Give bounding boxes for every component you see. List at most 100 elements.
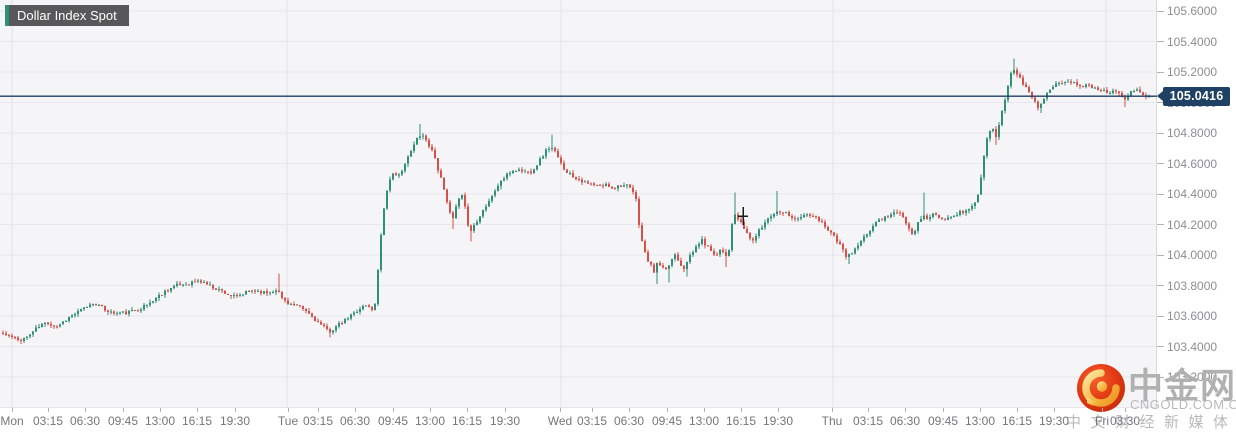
candle-body [194, 281, 196, 283]
candle-body [773, 214, 775, 217]
candle-wick [776, 190, 778, 217]
candle-wick [194, 278, 196, 283]
candle-body [968, 209, 970, 211]
candle-body [1058, 82, 1060, 84]
candle-body [776, 211, 778, 215]
candle-body [419, 136, 421, 139]
candle-body [191, 281, 193, 285]
candle-body [914, 230, 916, 234]
candle-body [1052, 86, 1054, 90]
candle-body [29, 334, 31, 337]
candle-wick [137, 309, 139, 312]
candle-body [929, 216, 931, 219]
candle-body [311, 313, 313, 317]
time-axis-tick [629, 408, 630, 412]
candle-body [917, 221, 919, 231]
time-axis-tick [355, 408, 356, 412]
candle-body [506, 173, 508, 179]
time-tick-label: Mon [0, 414, 24, 428]
candle-body [359, 308, 361, 313]
candle-body [263, 290, 265, 294]
candle-body [986, 138, 988, 156]
candle-body [806, 214, 808, 216]
candlestick-canvas[interactable] [0, 0, 1157, 408]
candle-body [140, 309, 142, 311]
candle-body [425, 135, 427, 141]
candle-wick [239, 292, 241, 297]
candle-body [302, 306, 304, 310]
candle-body [983, 155, 985, 178]
candle-body [1022, 77, 1024, 85]
candle-body [407, 156, 409, 164]
candle-body [59, 324, 61, 327]
candle-body [149, 302, 151, 305]
candle-body [1049, 89, 1051, 94]
candle-body [32, 331, 34, 335]
candle-body [389, 179, 391, 191]
candle-body [533, 169, 535, 173]
price-tick-label: 103.6000 [1167, 309, 1218, 323]
candle-body [764, 222, 766, 228]
candle-body [593, 183, 595, 185]
candle-body [530, 171, 532, 173]
candle-body [1079, 85, 1081, 87]
candle-body [644, 240, 646, 252]
candle-body [104, 306, 106, 311]
time-tick-label: 13:00 [964, 414, 996, 428]
time-tick-label: 03:30 [1109, 414, 1141, 428]
time-axis-tick [85, 408, 86, 412]
candle-body [734, 214, 736, 224]
candle-body [1118, 91, 1120, 94]
candle-wick [329, 327, 331, 338]
candle-body [167, 290, 169, 292]
candle-body [602, 185, 604, 187]
time-axis-tick [235, 408, 236, 412]
candle-body [446, 189, 448, 203]
candle-body [548, 149, 550, 151]
candle-body [1100, 89, 1102, 91]
candle-body [980, 177, 982, 195]
candle-body [893, 212, 895, 215]
price-tick-label: 104.8000 [1167, 126, 1218, 140]
candle-wick [356, 309, 358, 313]
candle-body [974, 202, 976, 206]
candle-body [260, 291, 262, 294]
candle-body [689, 255, 691, 263]
chart-plot-area[interactable] [0, 0, 1157, 408]
time-axis-tick [905, 408, 906, 412]
candle-body [1082, 85, 1084, 87]
candle-wick [668, 265, 670, 283]
candle-body [740, 219, 742, 222]
candle-wick [209, 281, 211, 285]
candle-body [221, 289, 223, 291]
candle-wick [419, 123, 421, 140]
candle-body [794, 218, 796, 220]
candle-body [677, 254, 679, 261]
candle-wick [1067, 78, 1069, 83]
candle-body [656, 262, 658, 273]
price-axis-tick [1157, 102, 1164, 103]
time-tick-label: Wed [547, 414, 573, 428]
candle-wick [1118, 90, 1120, 96]
candle-body [623, 185, 625, 187]
candle-body [293, 303, 295, 305]
time-tick-label: 16:15 [181, 414, 213, 428]
candle-body [728, 249, 730, 256]
candle-body [467, 206, 469, 226]
candle-body [575, 176, 577, 179]
candle-body [692, 252, 694, 256]
candle-body [275, 290, 277, 292]
candle-body [281, 292, 283, 299]
candle-wick [2, 330, 4, 335]
candle-body [470, 225, 472, 231]
candle-body [287, 300, 289, 304]
candle-body [503, 178, 505, 181]
candle-body [542, 156, 544, 159]
time-axis-tick [1017, 408, 1018, 412]
candle-body [854, 248, 856, 254]
candle-wick [1013, 58, 1015, 76]
candle-body [299, 304, 301, 307]
candle-body [251, 290, 253, 292]
candle-body [743, 221, 745, 229]
